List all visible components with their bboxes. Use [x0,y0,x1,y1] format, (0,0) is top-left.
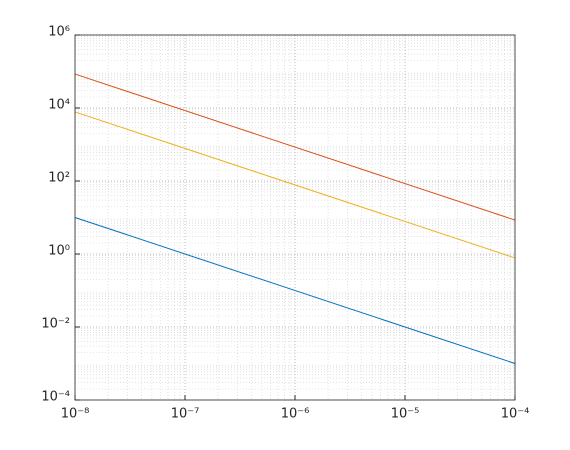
x-tick-label: 10⁻⁷ [171,407,200,422]
y-tick-label: 10⁰ [48,244,70,259]
series-line [74,111,516,259]
series-line [74,217,516,364]
x-tick-label: 10⁻⁶ [281,407,310,422]
x-tick-label: 10⁻⁸ [61,407,90,422]
y-tick-label: 10⁶ [48,25,70,40]
y-tick-label: 10⁻² [41,317,70,332]
y-tick-label: 10² [48,171,70,186]
x-tick-label: 10⁻⁵ [391,407,420,422]
series-line [74,73,516,221]
axes-box [74,34,516,401]
y-tick-label: 10⁴ [48,98,70,113]
x-tick-label: 10⁻⁴ [501,407,530,422]
y-tick-label: 10⁻⁴ [41,390,70,405]
